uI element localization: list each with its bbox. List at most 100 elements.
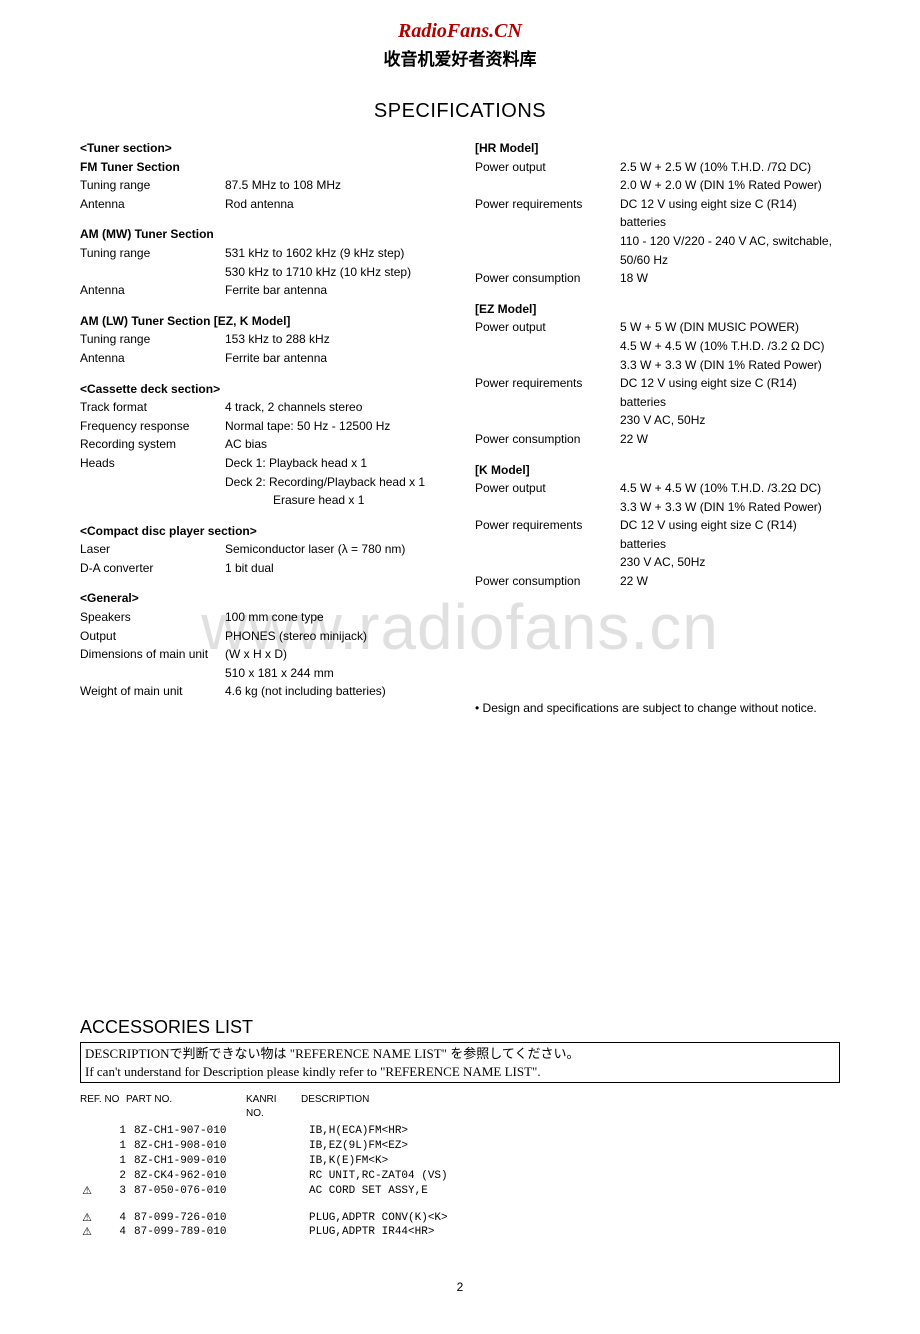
speakers-label: Speakers <box>80 608 225 627</box>
hr-po-value2: 2.0 W + 2.0 W (DIN 1% Rated Power) <box>620 176 840 195</box>
fm-title: FM Tuner Section <box>80 158 445 177</box>
ez-pc-label: Power consumption <box>475 430 620 449</box>
cell-refno: 2 <box>94 1169 134 1184</box>
weight-label: Weight of main unit <box>80 682 225 701</box>
accessories-heading: ACCESSORIES LIST <box>80 1017 840 1038</box>
am-mw-range-value2: 530 kHz to 1710 kHz (10 kHz step) <box>225 263 445 282</box>
cell-kanri <box>254 1139 309 1154</box>
warning-icon: ⚠ <box>80 1225 94 1240</box>
k-pr-label: Power requirements <box>475 516 620 535</box>
accessories-section: ACCESSORIES LIST DESCRIPTIONで判断できない物は "R… <box>80 1017 840 1240</box>
k-pc-label: Power consumption <box>475 572 620 591</box>
cd-title: <Compact disc player section> <box>80 522 445 541</box>
ez-po-value2: 4.5 W + 4.5 W (10% T.H.D. /3.2 Ω DC) <box>620 337 840 356</box>
warning-icon: ⚠ <box>80 1184 94 1199</box>
k-po-label: Power output <box>475 479 620 498</box>
accessories-table: REF. NO PART NO. KANRI NO. DESCRIPTION 1… <box>80 1093 840 1240</box>
ez-po-label: Power output <box>475 318 620 337</box>
cell-description: IB,EZ(9L)FM<EZ> <box>309 1139 840 1154</box>
hr-pr-value1: DC 12 V using eight size C (R14) batteri… <box>620 195 840 232</box>
fm-antenna-value: Rod antenna <box>225 195 445 214</box>
heads-label: Heads <box>80 454 225 473</box>
cell-partno: 87-050-076-010 <box>134 1184 254 1199</box>
am-mw-range-value1: 531 kHz to 1602 kHz (9 kHz step) <box>225 244 445 263</box>
cell-description: RC UNIT,RC-ZAT04 (VS) <box>309 1169 840 1184</box>
cell-refno: 3 <box>94 1184 134 1199</box>
cell-kanri <box>254 1184 309 1199</box>
cell-description: IB,H(ECA)FM<HR> <box>309 1124 840 1139</box>
ez-pc-value: 22 W <box>620 430 840 449</box>
site-header: RadioFans.CN 收音机爱好者资料库 <box>80 20 840 70</box>
laser-value: Semiconductor laser (λ = 780 nm) <box>225 540 445 559</box>
cell-kanri <box>254 1124 309 1139</box>
hr-po-value1: 2.5 W + 2.5 W (10% T.H.D. /7Ω DC) <box>620 158 840 177</box>
general-title: <General> <box>80 589 445 608</box>
table-row: ⚠387-050-076-010 AC CORD SET ASSY,E <box>80 1184 840 1199</box>
hr-po-label: Power output <box>475 158 620 177</box>
cell-kanri <box>254 1169 309 1184</box>
page: RadioFans.CN 收音机爱好者资料库 SPECIFICATIONS <T… <box>0 0 920 1334</box>
am-mw-antenna-value: Ferrite bar antenna <box>225 281 445 300</box>
am-lw-range-label: Tuning range <box>80 330 225 349</box>
k-pr-value2: 230 V AC, 50Hz <box>620 553 840 572</box>
ez-po-value1: 5 W + 5 W (DIN MUSIC POWER) <box>620 318 840 337</box>
cell-refno: 4 <box>94 1211 134 1226</box>
tuner-section-title: <Tuner section> <box>80 139 445 158</box>
cell-partno: 8Z-CH1-908-010 <box>134 1139 254 1154</box>
dim-value1: (W x H x D) <box>225 645 445 664</box>
am-mw-range-label: Tuning range <box>80 244 225 263</box>
left-column: <Tuner section> FM Tuner Section Tuning … <box>80 139 445 717</box>
cell-partno: 8Z-CH1-907-010 <box>134 1124 254 1139</box>
table-row: 18Z-CH1-908-010 IB,EZ(9L)FM<EZ> <box>80 1139 840 1154</box>
fm-range-label: Tuning range <box>80 176 225 195</box>
am-lw-range-value: 153 kHz to 288 kHz <box>225 330 445 349</box>
cell-description: IB,K(E)FM<K> <box>309 1154 840 1169</box>
k-po-value2: 3.3 W + 3.3 W (DIN 1% Rated Power) <box>620 498 840 517</box>
cell-description: AC CORD SET ASSY,E <box>309 1184 840 1199</box>
cell-refno: 4 <box>94 1225 134 1240</box>
hr-title: [HR Model] <box>475 139 840 158</box>
accessories-table-header: REF. NO PART NO. KANRI NO. DESCRIPTION <box>80 1093 840 1120</box>
k-pc-value: 22 W <box>620 572 840 591</box>
cell-partno: 87-099-726-010 <box>134 1211 254 1226</box>
hr-pc-value: 18 W <box>620 269 840 288</box>
ez-pr-label: Power requirements <box>475 374 620 393</box>
col-description: DESCRIPTION <box>301 1093 840 1120</box>
warning-icon: ⚠ <box>80 1211 94 1226</box>
cell-refno: 1 <box>94 1124 134 1139</box>
heads-value2: Deck 2: Recording/Playback head x 1 <box>225 473 445 492</box>
speakers-value: 100 mm cone type <box>225 608 445 627</box>
page-number: 2 <box>80 1280 840 1294</box>
dac-value: 1 bit dual <box>225 559 445 578</box>
dim-value2: 510 x 181 x 244 mm <box>225 664 445 683</box>
cell-partno: 87-099-789-010 <box>134 1225 254 1240</box>
k-pr-value1: DC 12 V using eight size C (R14) batteri… <box>620 516 840 553</box>
cell-refno: 1 <box>94 1139 134 1154</box>
heads-value1: Deck 1: Playback head x 1 <box>225 454 445 473</box>
col-partno: PART NO. <box>126 1093 246 1120</box>
am-mw-antenna-label: Antenna <box>80 281 225 300</box>
hr-pc-label: Power consumption <box>475 269 620 288</box>
cell-kanri <box>254 1154 309 1169</box>
site-title: RadioFans.CN <box>80 20 840 43</box>
change-notice: • Design and specifications are subject … <box>475 699 840 718</box>
fm-antenna-label: Antenna <box>80 195 225 214</box>
site-subtitle: 收音机爱好者资料库 <box>80 45 840 70</box>
warning-icon <box>80 1124 94 1139</box>
freq-value: Normal tape: 50 Hz - 12500 Hz <box>225 417 445 436</box>
rec-label: Recording system <box>80 435 225 454</box>
cell-kanri <box>254 1211 309 1226</box>
track-label: Track format <box>80 398 225 417</box>
cassette-title: <Cassette deck section> <box>80 380 445 399</box>
cell-partno: 8Z-CH1-909-010 <box>134 1154 254 1169</box>
am-lw-antenna-value: Ferrite bar antenna <box>225 349 445 368</box>
dac-label: D-A converter <box>80 559 225 578</box>
table-row: ⚠487-099-789-010PLUG,ADPTR IR44<HR> <box>80 1225 840 1240</box>
am-lw-title: AM (LW) Tuner Section [EZ, K Model] <box>80 312 445 331</box>
cell-description: PLUG,ADPTR CONV(K)<K> <box>309 1211 840 1226</box>
am-lw-antenna-label: Antenna <box>80 349 225 368</box>
output-label: Output <box>80 627 225 646</box>
hr-pr-value2: 110 - 120 V/220 - 240 V AC, switchable, … <box>620 232 840 269</box>
rec-value: AC bias <box>225 435 445 454</box>
cell-partno: 8Z-CK4-962-010 <box>134 1169 254 1184</box>
